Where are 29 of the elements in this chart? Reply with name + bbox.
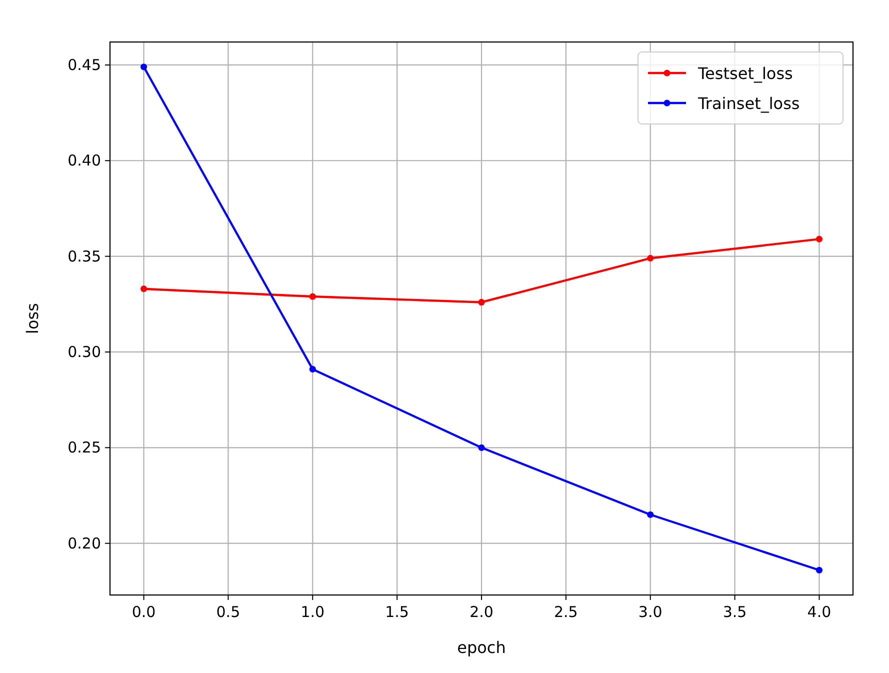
y-tick-label: 0.45 <box>68 56 101 74</box>
x-tick-label: 0.5 <box>216 603 240 621</box>
point <box>647 511 654 518</box>
x-tick-label: 2.0 <box>470 603 494 621</box>
x-tick-label: 3.5 <box>722 603 747 621</box>
y-axis-title: loss <box>23 303 42 334</box>
point <box>816 566 823 574</box>
point <box>647 254 654 262</box>
point <box>816 236 823 242</box>
x-axis-title: epoch <box>457 638 506 657</box>
y-tick-label: 0.35 <box>68 247 101 266</box>
y-tick-label: 0.40 <box>68 152 101 170</box>
point <box>309 293 316 300</box>
y-tick-label: 0.20 <box>68 534 101 552</box>
x-tick-label: 2.5 <box>554 603 578 621</box>
x-tick-label: 1.0 <box>300 603 325 621</box>
point <box>309 366 316 373</box>
point <box>478 444 485 451</box>
x-tick-label: 4.0 <box>807 603 832 621</box>
legend-label: Testset_loss <box>697 64 793 83</box>
point <box>140 64 148 70</box>
y-tick-label: 0.30 <box>68 342 101 361</box>
point <box>140 286 148 292</box>
point <box>478 298 485 306</box>
x-tick-label: 1.5 <box>385 603 409 621</box>
x-tick-label: 0.0 <box>132 603 156 621</box>
legend-label: Trainset_loss <box>697 94 800 113</box>
x-tick-label: 3.0 <box>638 603 662 621</box>
y-tick-label: 0.25 <box>68 438 101 457</box>
